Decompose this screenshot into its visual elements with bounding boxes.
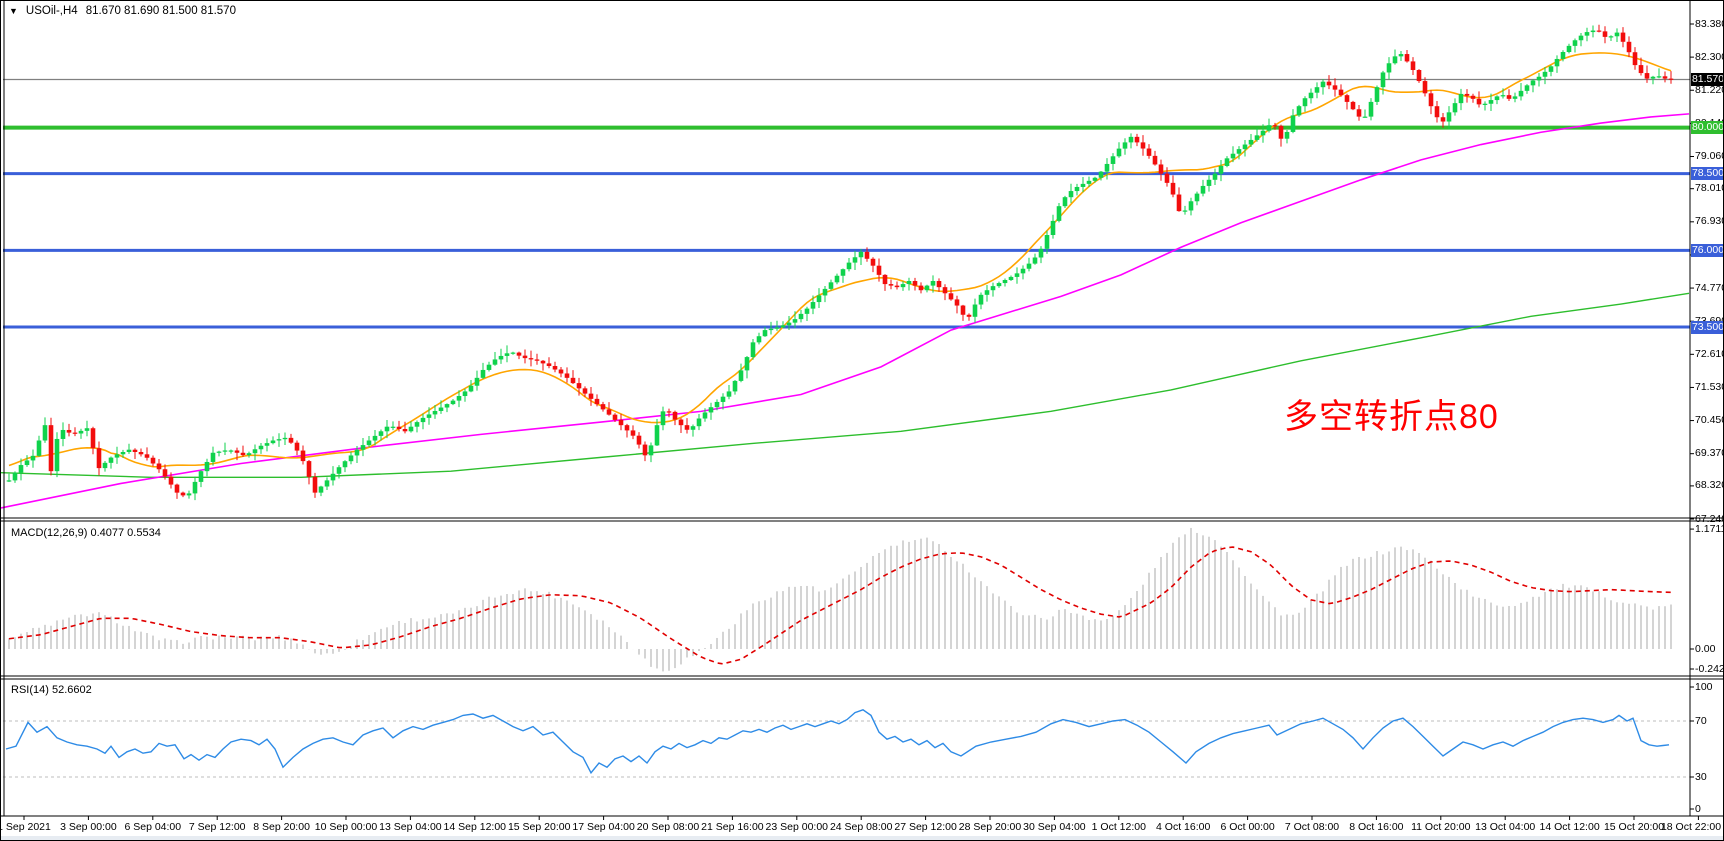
time-tick-label: 8 Oct 16:00 (1349, 821, 1404, 833)
time-tick-label: 15 Oct 20:00 (1603, 821, 1665, 833)
macd-tick-label: -0.2424 (1695, 662, 1723, 675)
time-tick-label: 24 Sep 08:00 (829, 821, 893, 833)
macd-tick-label: 1.1711 (1695, 522, 1724, 535)
price-tick-label: 70.450 (1695, 414, 1724, 427)
hline-badge-73.500: 73.500 (1691, 320, 1724, 334)
symbol-period-label: USOil-,H4 (25, 5, 78, 17)
rsi-tick-label: 0 (1695, 802, 1701, 815)
time-tick-label: 4 Oct 16:00 (1156, 821, 1211, 833)
time-tick-label: 3 Sep 00:00 (60, 821, 117, 833)
price-tick-label: 74.770 (1695, 281, 1724, 294)
time-tick-label: 17 Sep 04:00 (572, 821, 635, 833)
time-tick-label: 13 Oct 04:00 (1475, 821, 1536, 833)
price-candles[interactable] (6, 24, 1674, 501)
price-tick-label: 83.380 (1695, 17, 1724, 30)
time-tick-label: 8 Sep 20:00 (253, 821, 310, 833)
rsi-tick-label: 70 (1695, 714, 1707, 727)
time-tick-label: 7 Sep 12:00 (188, 821, 246, 833)
time-tick-label: 21 Sep 16:00 (701, 821, 764, 833)
price-tick-label: 78.010 (1695, 182, 1724, 195)
ma-fast-line (8, 52, 1672, 468)
time-tick-label: 14 Oct 12:00 (1539, 821, 1600, 833)
time-tick-label: 13 Sep 04:00 (379, 821, 442, 833)
macd-indicator-label: MACD(12,26,9) 0.4077 0.5534 (11, 527, 161, 539)
rsi-indicator-label: RSI(14) 52.6602 (11, 684, 92, 696)
time-tick-label: 30 Sep 04:00 (1023, 821, 1086, 833)
price-tick-label: 69.370 (1695, 447, 1724, 460)
chart-header: ▼ USOil-,H4 81.670 81.690 81.500 81.570 (9, 5, 236, 17)
price-tick-label: 79.060 (1695, 149, 1724, 162)
time-tick-label: 28 Sep 20:00 (958, 821, 1022, 833)
price-tick-label: 76.930 (1695, 215, 1724, 228)
hline-badge-78.500: 78.500 (1691, 167, 1724, 181)
time-tick-label: 23 Sep 00:00 (765, 821, 829, 833)
macd-signal-line (8, 546, 1672, 665)
price-tick-label: 72.610 (1695, 347, 1724, 360)
hline-badge-80.000: 80.000 (1691, 121, 1724, 135)
ma-slow-line (1, 292, 1690, 479)
time-tick-label: 14 Sep 12:00 (443, 821, 507, 833)
time-tick-label: 7 Oct 08:00 (1284, 821, 1340, 833)
bottom-scroll-strip[interactable] (1, 836, 1723, 840)
time-tick-label: 6 Oct 00:00 (1220, 821, 1275, 833)
rsi-tick-label: 100 (1695, 680, 1713, 693)
macd-histogram (8, 527, 1672, 672)
ohlc-values: 81.670 81.690 81.500 81.570 (85, 5, 236, 17)
time-tick-label: 11 Oct 20:00 (1411, 821, 1471, 833)
time-tick-label: 27 Sep 12:00 (894, 821, 957, 833)
hline-badge-76.000: 76.000 (1691, 243, 1724, 257)
price-tick-label: 82.300 (1695, 50, 1724, 63)
price-tick-label: 71.530 (1695, 380, 1724, 393)
time-tick-label: 20 Sep 08:00 (636, 821, 700, 833)
ma-mid-line (1, 113, 1690, 509)
rsi-tick-label: 30 (1695, 770, 1707, 783)
price-tick-label: 67.240 (1695, 512, 1724, 525)
collapse-arrow-icon[interactable]: ▼ (9, 6, 18, 16)
macd-tick-label: 0.00 (1695, 642, 1716, 655)
time-tick-label: 1 Sep 2021 (0, 821, 51, 833)
time-tick-label: 1 Oct 12:00 (1091, 821, 1146, 833)
price-tick-label: 68.320 (1695, 479, 1724, 492)
annotation-text: 多空转折点80 (1284, 398, 1499, 436)
time-tick-label: 6 Sep 04:00 (124, 821, 182, 833)
time-tick-label: 15 Sep 20:00 (507, 821, 571, 833)
time-tick-label: 18 Oct 22:00 (1660, 821, 1722, 833)
time-tick-label: 10 Sep 00:00 (314, 821, 378, 833)
current-price-badge: 81.570 (1691, 73, 1724, 86)
price-tick-label: 81.220 (1695, 83, 1724, 96)
rsi-line (5, 709, 1670, 775)
